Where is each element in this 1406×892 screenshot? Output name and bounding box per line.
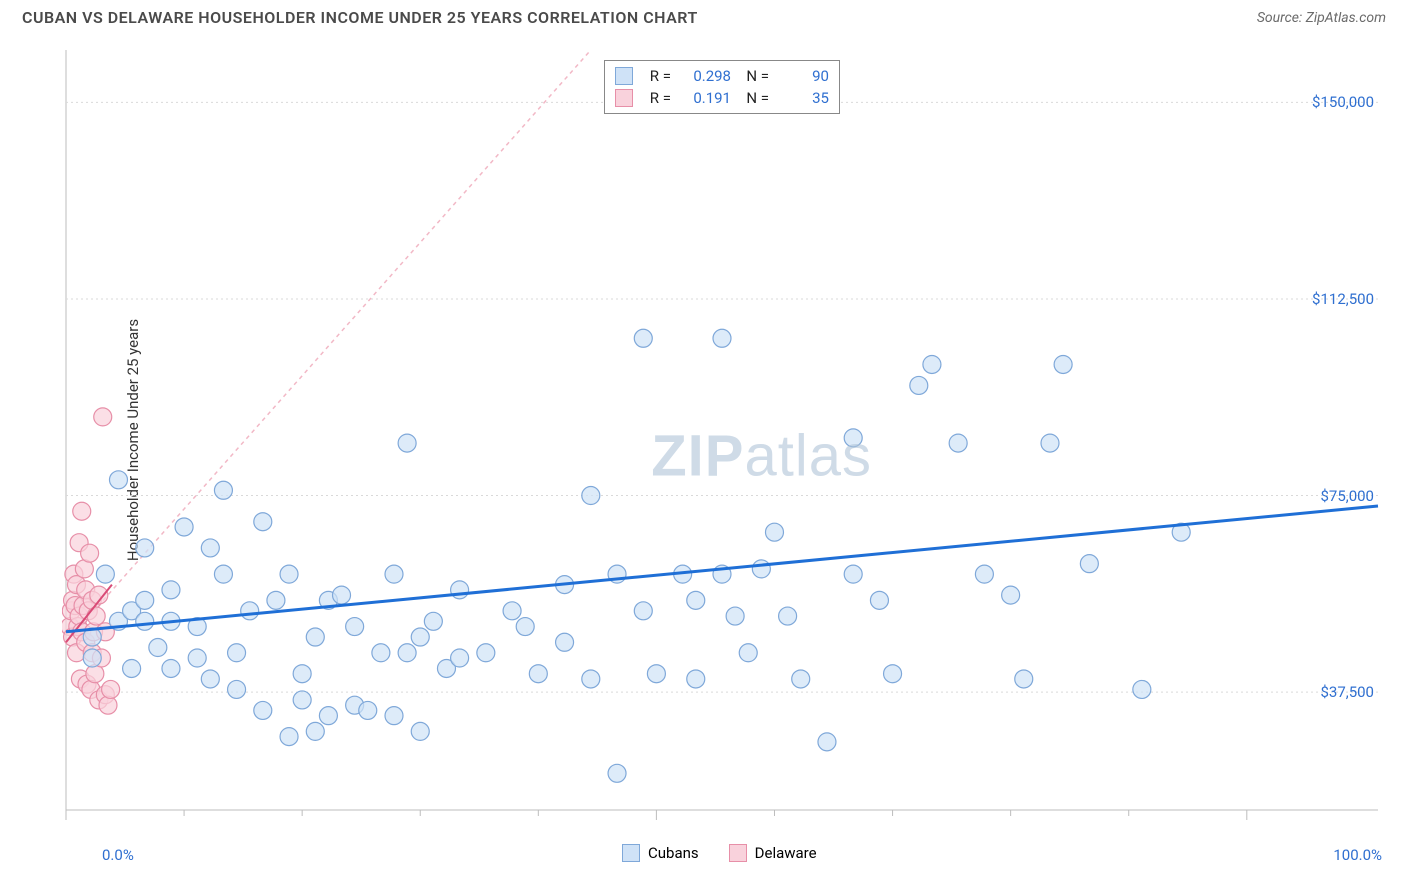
scatter-plot-svg bbox=[62, 40, 1382, 840]
legend: Cubans Delaware bbox=[622, 844, 817, 862]
r-value-delaware: 0.191 bbox=[681, 89, 731, 107]
correlation-stats-box: R = 0.298 N = 90 R = 0.191 N = 35 bbox=[604, 60, 840, 114]
y-tick-label: $37,500 bbox=[1320, 683, 1374, 701]
y-tick-label: $75,000 bbox=[1320, 487, 1374, 505]
legend-swatch-delaware bbox=[729, 844, 747, 862]
r-label: R = bbox=[643, 67, 671, 85]
x-axis-max-label: 100.0% bbox=[1333, 846, 1382, 864]
n-label: N = bbox=[741, 89, 769, 107]
legend-swatch-cubans bbox=[622, 844, 640, 862]
legend-label-cubans: Cubans bbox=[648, 844, 699, 862]
n-value-cubans: 90 bbox=[779, 67, 829, 85]
x-axis-min-label: 0.0% bbox=[102, 846, 134, 864]
y-tick-label: $112,500 bbox=[1312, 290, 1374, 308]
n-value-delaware: 35 bbox=[779, 89, 829, 107]
n-label: N = bbox=[741, 67, 769, 85]
r-label: R = bbox=[643, 89, 671, 107]
source-attribution: Source: ZipAtlas.com bbox=[1257, 10, 1386, 26]
legend-item-cubans: Cubans bbox=[622, 844, 699, 862]
legend-item-delaware: Delaware bbox=[729, 844, 817, 862]
stats-row-cubans: R = 0.298 N = 90 bbox=[615, 65, 829, 87]
page-title: CUBAN VS DELAWARE HOUSEHOLDER INCOME UND… bbox=[22, 8, 698, 27]
stats-row-delaware: R = 0.191 N = 35 bbox=[615, 87, 829, 109]
r-value-cubans: 0.298 bbox=[681, 67, 731, 85]
swatch-delaware bbox=[615, 89, 633, 107]
plot-area: ZIPatlas $37,500$75,000$112,500$150,000 … bbox=[62, 40, 1382, 840]
y-tick-label: $150,000 bbox=[1312, 93, 1374, 111]
chart-container: Householder Income Under 25 years ZIPatl… bbox=[22, 40, 1384, 840]
swatch-cubans bbox=[615, 67, 633, 85]
legend-label-delaware: Delaware bbox=[755, 844, 817, 862]
